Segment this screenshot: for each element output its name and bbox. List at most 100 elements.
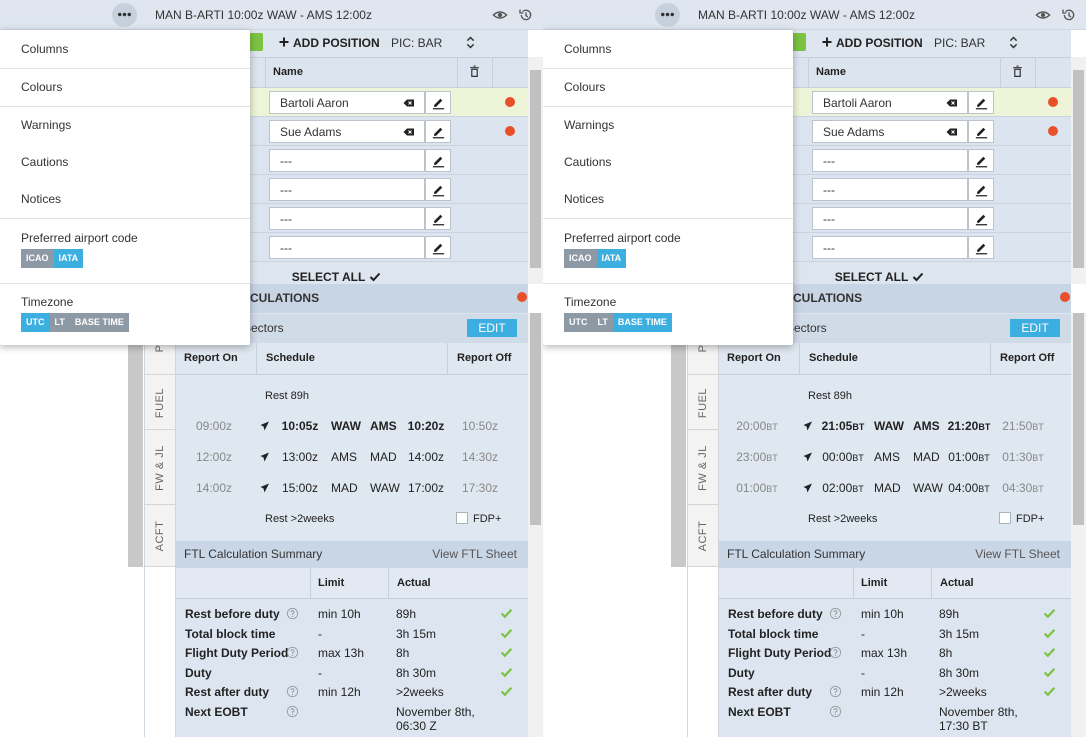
toggle-option[interactable]: IATA xyxy=(596,249,627,268)
toggle-option[interactable]: UTC xyxy=(564,313,593,332)
time-zone: BT xyxy=(1032,453,1044,463)
toggle-option[interactable]: ICAO xyxy=(564,249,597,268)
sector-column-header: Report Off xyxy=(1000,352,1055,364)
fdp-label: FDP+ xyxy=(473,513,502,525)
ok-icon xyxy=(500,628,513,638)
menu-item[interactable]: Columns xyxy=(564,42,612,56)
edit-button[interactable] xyxy=(968,236,994,259)
name-value: Sue Adams xyxy=(280,125,342,139)
ftl-sheet-link[interactable]: View FTL Sheet xyxy=(975,547,1060,561)
more-button[interactable] xyxy=(112,3,137,27)
side-tab[interactable]: FUEL xyxy=(688,375,719,430)
time-value: 14:00 xyxy=(407,450,439,464)
column-divider xyxy=(310,568,311,599)
select-all-button[interactable]: SELECT ALL xyxy=(688,270,1071,284)
edit-button[interactable] xyxy=(425,236,451,259)
name-input[interactable]: Sue Adams xyxy=(269,120,425,143)
ok-icon xyxy=(500,667,513,678)
side-tab[interactable]: ACFT xyxy=(688,505,719,567)
edit-button[interactable] xyxy=(968,91,994,114)
menu-item[interactable]: Notices xyxy=(21,192,62,206)
toggle-option[interactable]: IATA xyxy=(53,249,84,268)
ftl-sheet-link[interactable]: View FTL Sheet xyxy=(432,547,517,561)
name-input[interactable]: --- xyxy=(812,207,968,230)
toggle-option[interactable]: BASE TIME xyxy=(69,313,129,332)
name-input[interactable]: Sue Adams xyxy=(812,120,968,143)
summary-actual: 8h xyxy=(939,646,952,660)
edit-button[interactable] xyxy=(968,178,994,201)
add-position-button[interactable]: ADD POSITION xyxy=(836,36,923,50)
edit-icon xyxy=(432,98,445,110)
name-input[interactable]: Bartoli Aaron xyxy=(269,91,425,114)
side-tab[interactable]: FW & JL xyxy=(145,430,176,505)
arrival-airport: WAW xyxy=(913,481,943,495)
menu-item[interactable]: Cautions xyxy=(564,155,612,169)
name-input[interactable]: --- xyxy=(269,207,425,230)
column-divider xyxy=(265,57,266,88)
toggle-option[interactable]: BASE TIME xyxy=(612,313,672,332)
edit-button[interactable] xyxy=(425,149,451,172)
sectors-title: Sectors xyxy=(243,321,284,335)
name-input[interactable]: --- xyxy=(269,178,425,201)
menu-item[interactable]: Warnings xyxy=(21,118,72,132)
edit-button[interactable] xyxy=(425,207,451,230)
sector-column-header: Schedule xyxy=(266,352,315,364)
menu-item[interactable]: Warnings xyxy=(564,118,615,132)
side-tab[interactable]: FUEL xyxy=(145,375,176,430)
clear-icon xyxy=(946,128,957,136)
name-input[interactable]: --- xyxy=(269,149,425,172)
menu-item[interactable]: Colours xyxy=(564,80,606,94)
edit-button[interactable] xyxy=(968,120,994,143)
ok-icon xyxy=(500,608,513,619)
menu-group-label: Timezone xyxy=(564,295,617,309)
fdp-checkbox[interactable] xyxy=(456,512,468,524)
name-input[interactable]: Bartoli Aaron xyxy=(812,91,968,114)
menu-item[interactable]: Columns xyxy=(21,42,69,56)
time-value: 01:00 xyxy=(948,450,979,464)
summary-actual: 8h xyxy=(396,646,409,660)
name-input[interactable]: --- xyxy=(812,178,968,201)
edit-button[interactable] xyxy=(425,178,451,201)
edit-button[interactable] xyxy=(968,207,994,230)
time-value: 17:30 xyxy=(461,481,493,495)
edit-sectors-button[interactable]: EDIT xyxy=(1010,319,1060,337)
side-tab[interactable]: ACFT xyxy=(145,505,176,567)
more-button[interactable] xyxy=(655,3,680,27)
edit-button[interactable] xyxy=(968,149,994,172)
toggle-option[interactable]: ICAO xyxy=(21,249,54,268)
time-zone: z xyxy=(312,481,319,495)
edit-button[interactable] xyxy=(425,91,451,114)
time-zone: BT xyxy=(1032,484,1044,494)
section-title: CULATIONS xyxy=(250,291,320,305)
name-input[interactable]: --- xyxy=(812,236,968,259)
name-input[interactable]: --- xyxy=(812,149,968,172)
edit-button[interactable] xyxy=(425,120,451,143)
menu-item[interactable]: Cautions xyxy=(21,155,69,169)
time-cell: 10:05z xyxy=(260,419,340,433)
summary-column-header: Actual xyxy=(940,577,974,589)
select-all-button[interactable]: SELECT ALL xyxy=(145,270,528,284)
summary-actual: November 8th, 17:30 BT xyxy=(939,705,1018,733)
arrival-airport: MAD xyxy=(370,450,397,464)
toggle-option[interactable]: LT xyxy=(592,313,613,332)
actual-line: 06:30 Z xyxy=(396,719,437,733)
time-cell: 14:30z xyxy=(440,450,520,464)
name-input[interactable]: --- xyxy=(269,236,425,259)
fdp-checkbox[interactable] xyxy=(999,512,1011,524)
add-position-button[interactable]: ADD POSITION xyxy=(293,36,380,50)
summary-label: Duty xyxy=(185,665,212,680)
menu-item[interactable]: Notices xyxy=(564,192,605,206)
help-icon xyxy=(829,647,842,659)
edit-sectors-button[interactable]: EDIT xyxy=(467,319,517,337)
name-value: --- xyxy=(823,241,835,255)
time-value: 10:20 xyxy=(407,419,439,433)
name-value: --- xyxy=(280,183,292,197)
toggle-option[interactable]: UTC xyxy=(21,313,50,332)
summary-header xyxy=(719,568,1071,599)
help-icon xyxy=(286,705,299,718)
name-value: Sue Adams xyxy=(823,125,885,139)
toggle-option[interactable]: LT xyxy=(49,313,70,332)
side-tab-label: FW & JL xyxy=(697,444,709,491)
menu-item[interactable]: Colours xyxy=(21,80,63,94)
side-tab[interactable]: FW & JL xyxy=(688,430,719,505)
